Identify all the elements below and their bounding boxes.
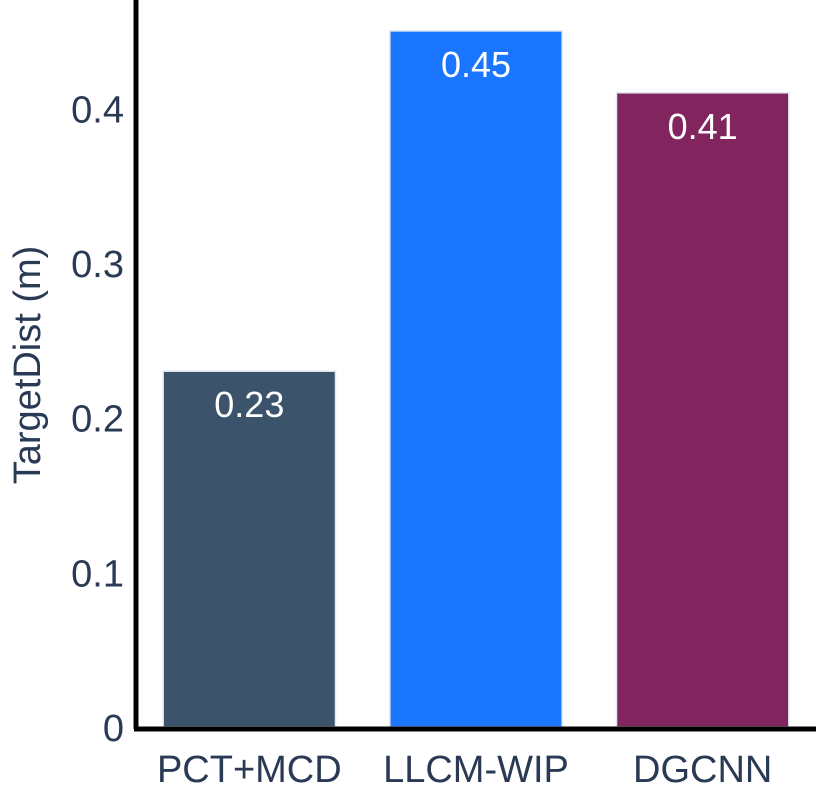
- y-axis-title: TargetDist (m): [7, 246, 49, 485]
- bar-value-label: 0.41: [668, 106, 738, 147]
- bar-value-label: 0.23: [214, 384, 284, 425]
- bar-value-label: 0.45: [441, 44, 511, 85]
- y-tick-label: 0.3: [71, 244, 124, 286]
- x-tick-label: PCT+MCD: [157, 749, 342, 791]
- y-tick-label: 0.1: [71, 553, 124, 595]
- x-axis-ticks: PCT+MCD LLCM-WIP DGCNN: [157, 749, 772, 791]
- x-tick-label: LLCM-WIP: [383, 749, 569, 791]
- bar-dgcnn: [615, 92, 790, 728]
- y-tick-label: 0.2: [71, 399, 124, 441]
- bars-group: [162, 30, 790, 728]
- bar-llcm-wip: [389, 30, 563, 728]
- y-tick-label: 0.4: [71, 89, 124, 131]
- bar-value-labels: 0.23 0.45 0.41: [214, 44, 737, 425]
- y-tick-label: 0: [103, 708, 124, 750]
- x-tick-label: DGCNN: [633, 749, 772, 791]
- y-axis-ticks: 0 0.1 0.2 0.3 0.4: [71, 89, 124, 750]
- bar-pct-mcd: [162, 370, 337, 728]
